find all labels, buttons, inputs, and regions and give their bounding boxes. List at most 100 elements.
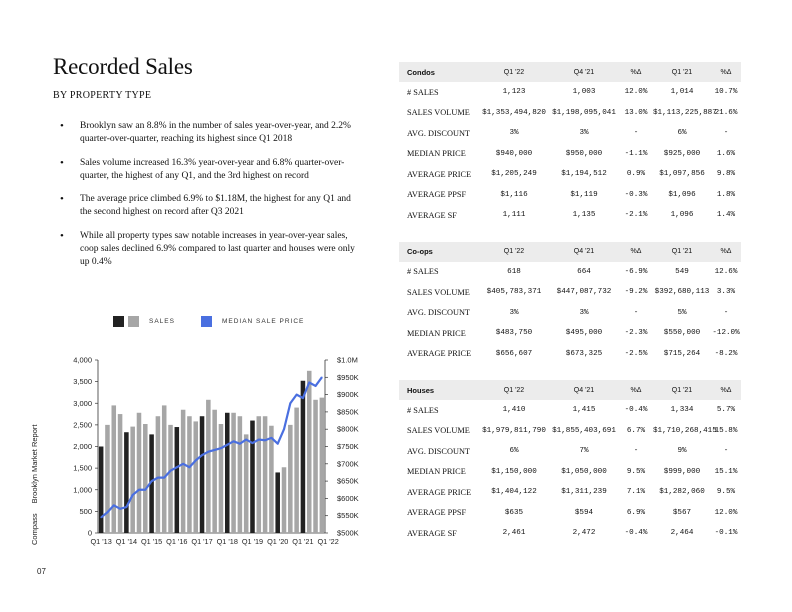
table-cell: 6% [677, 129, 687, 138]
table-row: AVG. DISCOUNT 3% 3% - 5% - [399, 303, 741, 324]
table-row: AVERAGE PRICE $1,205,249 $1,194,512 0.9% $1,… [399, 164, 741, 185]
table-cell: 3% [579, 308, 589, 317]
table-cell: $940,000 [495, 149, 533, 158]
table-cell: -9.2% [624, 288, 648, 297]
row-label: AVERAGE PPSF [407, 190, 467, 200]
table-cell: 0.9% [626, 170, 646, 179]
page-title: Recorded Sales [53, 54, 193, 79]
row-label: AVG. DISCOUNT [407, 128, 471, 138]
stats-tables: Condos Q1 '22 Q4 '21 %Δ Q1 '21 %Δ # SALES 1,123… [399, 62, 741, 544]
table-cell: $495,000 [565, 329, 603, 338]
column-header: %Δ [711, 380, 741, 400]
table-condos: Condos Q1 '22 Q4 '21 %Δ Q1 '21 %Δ # SALES 1,123… [399, 62, 741, 226]
sales-bar [161, 405, 167, 533]
table-cell: $1,979,811,790 [482, 426, 546, 435]
side-label: Compass Brooklyn Market Report [30, 425, 39, 545]
table-cell: - [723, 129, 729, 138]
side-report: Brooklyn Market Report [30, 424, 39, 504]
table-cell: -0.4% [624, 529, 648, 538]
median-price-point [276, 442, 279, 445]
row-label: SALES VOLUME [407, 426, 470, 436]
table-cell: -0.1% [714, 529, 738, 538]
table-cell: - [723, 447, 729, 456]
page-number: 07 [37, 567, 46, 576]
table-header-row: Houses Q1 '22 Q4 '21 %Δ Q1 '21 %Δ [399, 380, 741, 400]
median-price-point [150, 480, 153, 482]
table-cell: -6.9% [624, 267, 648, 276]
table-row: SALES VOLUME $405,783,371 $447,087,732 -9.2… [399, 282, 741, 303]
y-tick-label-right: $800K [337, 425, 359, 434]
bullet-item: Brooklyn saw an 8.8% in the number of sa… [60, 120, 360, 147]
table-category: Houses [399, 380, 479, 400]
median-price-line [100, 376, 323, 519]
row-label: MEDIAN PRICE [407, 467, 466, 477]
table-cell: $1,150,000 [491, 467, 537, 476]
table-cell: $1,050,000 [561, 467, 607, 476]
table-cell: - [723, 308, 729, 317]
table-cell: 7.1% [626, 488, 646, 497]
median-price-point [220, 447, 222, 450]
median-price-point [119, 507, 121, 510]
table-cell: $635 [504, 508, 524, 517]
table-row: AVERAGE SF 2,461 2,472 -0.4% 2,464 -0.1% [399, 523, 741, 544]
sales-bar [105, 424, 110, 533]
table-cell: $1,855,403,691 [552, 426, 616, 435]
median-price-point [207, 450, 210, 453]
median-price-point [232, 440, 235, 443]
bullet-item: While all property types saw notable inc… [60, 230, 360, 270]
median-price-point [314, 385, 317, 387]
x-tick-label: Q1 '16 [166, 537, 187, 546]
median-price-point [138, 488, 140, 491]
table-cell: 1,415 [572, 406, 596, 415]
median-price-point [131, 494, 134, 496]
row-label: AVERAGE PPSF [407, 508, 467, 518]
row-label: MEDIAN PRICE [407, 328, 466, 338]
column-header: Q4 '21 [549, 241, 619, 262]
row-label: AVERAGE SF [407, 210, 457, 220]
sales-bar [288, 424, 293, 533]
median-price-point [308, 381, 311, 384]
row-label: # SALES [407, 87, 439, 97]
sales-bar [168, 424, 173, 533]
median-price-point [213, 449, 216, 451]
table-cell: 3.3% [716, 288, 736, 297]
y-tick-label-right: $950K [337, 373, 359, 382]
row-label: AVG. DISCOUNT [407, 446, 471, 456]
sales-bar [98, 446, 104, 533]
sales-bar [212, 409, 217, 533]
sales-bar [111, 405, 117, 533]
table-cell: 664 [577, 267, 591, 276]
table-row: AVERAGE PRICE $1,404,122 $1,311,239 7.1% $1,… [399, 482, 741, 503]
y-tick-label-left: 3,500 [73, 377, 92, 386]
table-cell: 1,003 [572, 88, 596, 97]
sales-bar [218, 424, 224, 533]
table-cell: 6.9% [626, 508, 646, 517]
table-gap [399, 364, 741, 380]
table-cell: -8.2% [714, 349, 738, 358]
table-row: # SALES 1,410 1,415 -0.4% 1,334 5.7% [399, 400, 741, 421]
y-tick-label-left: 2,500 [73, 420, 92, 429]
bullet-item: The average price climbed 6.9% to $1.18M… [60, 193, 360, 220]
median-price-point [176, 466, 178, 469]
sales-bar [124, 432, 129, 533]
median-price-point [188, 466, 191, 469]
table-cell: $999,000 [663, 467, 701, 476]
table-cell: 1,410 [502, 406, 526, 415]
x-tick-label: Q1 '22 [318, 537, 339, 546]
bullet-item: Sales volume increased 16.3% year-over-y… [60, 157, 360, 184]
table-row: # SALES 618 664 -6.9% 549 12.6% [399, 262, 741, 283]
x-tick-label: Q1 '14 [116, 537, 137, 546]
median-price-point [226, 443, 229, 446]
table-cell: 3% [579, 129, 589, 138]
table-cell: $483,750 [495, 329, 533, 338]
sales-bar [256, 416, 262, 533]
row-label: AVERAGE SF [407, 528, 457, 538]
table-cell: 1,135 [572, 211, 596, 220]
median-price-point [112, 504, 115, 507]
table-row: SALES VOLUME $1,353,494,820 $1,198,095,041… [399, 103, 741, 124]
table-cell: 3% [509, 129, 519, 138]
y-tick-label-right: $850K [337, 407, 359, 416]
table-row: AVERAGE SF 1,111 1,135 -2.1% 1,096 1.4% [399, 205, 741, 226]
sales-bar [237, 416, 243, 533]
table-cell: 12.0% [624, 88, 648, 97]
